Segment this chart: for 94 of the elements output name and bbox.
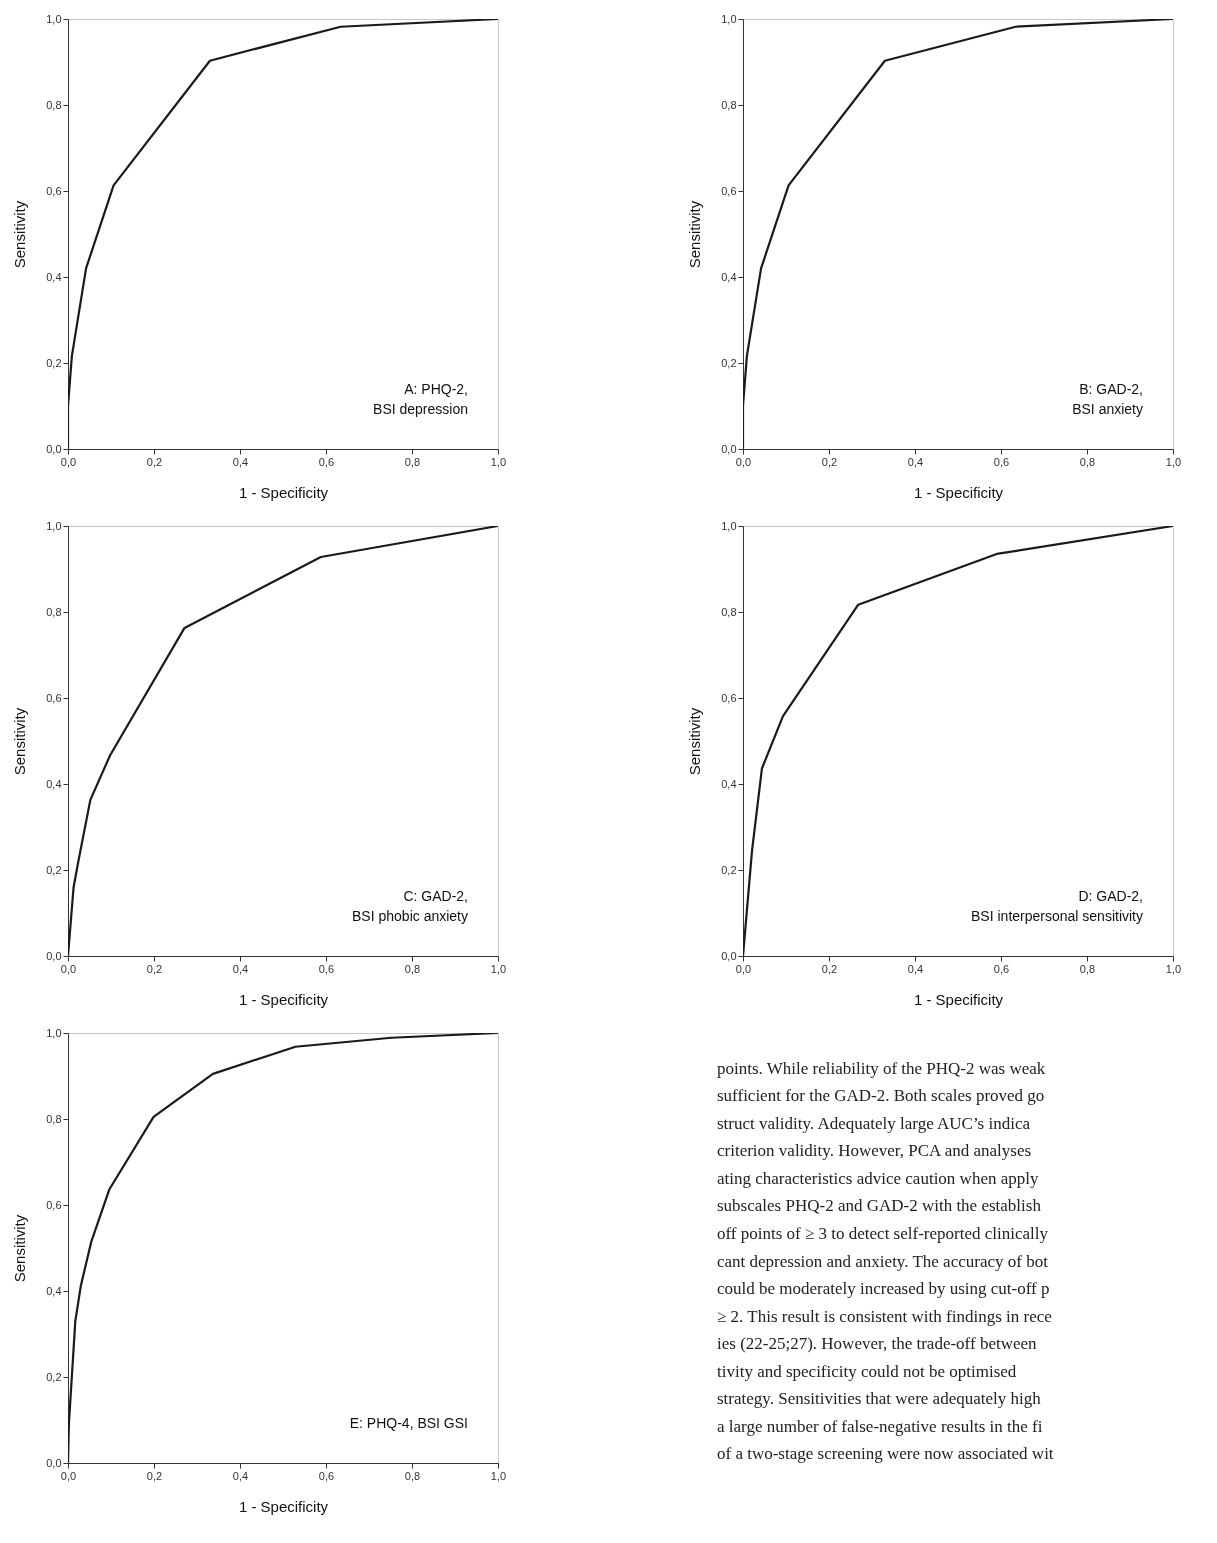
annotation: D: GAD-2, [1078,888,1143,904]
text: off points of ≥ 3 to detect self-reported clinically [717,1223,1049,1243]
y-tick-label: 0,4 [46,1284,62,1297]
annotation: BSI depression [373,401,468,417]
text: a large number of false-negative results in the fi [717,1416,1043,1436]
x-tick-label: 1,0 [490,962,507,975]
x-tick-label: 0,0 [60,455,77,468]
x-tick-label: 0,0 [60,1469,77,1482]
y-tick-label: 0,0 [46,949,62,962]
annotation: BSI interpersonal sensitivity [971,908,1143,924]
y-tick-label: 0,6 [46,184,62,197]
annotation: BSI anxiety [1072,401,1143,417]
y-tick-label: 0,4 [46,270,62,283]
y-axis-title: Sensitivity [686,200,704,269]
y-axis-title: Sensitivity [11,707,29,776]
y-tick-label: 0,4 [721,777,737,790]
y-axis-title: Sensitivity [11,1214,29,1283]
annotation: E: PHQ-4, BSI GSI [349,1415,468,1431]
x-tick-label: 0,6 [318,455,335,468]
x-tick-label: 1,0 [490,455,507,468]
y-tick-label: 0,2 [721,356,737,369]
x-tick-label: 1,0 [490,1469,507,1482]
text: ≥ 2. This result is consistent with findings in rece [717,1306,1052,1326]
text: ies (22-25;27). However, the trade-off between [717,1334,1038,1354]
text: ating characteristics advice caution when apply [717,1168,1039,1188]
x-tick-label: 0,8 [404,1469,421,1482]
x-tick-label: 0,4 [232,962,249,975]
x-tick-label: 0,4 [232,455,249,468]
text: tivity and specificity could not be optimised [717,1361,1017,1381]
x-axis-title: 1 - Specificity [238,990,329,1008]
x-axis-title: 1 - Specificity [238,483,329,501]
text: subscales PHQ-2 and GAD-2 with the establish [717,1196,1042,1216]
x-tick-label: 0,2 [821,455,838,468]
text: of a two-stage screening were now associated wit [717,1444,1054,1464]
text: points. While reliability of the PHQ-2 was weak [717,1058,1046,1078]
x-tick-label: 0,8 [1079,962,1096,975]
x-tick-label: 0,4 [907,455,924,468]
y-tick-label: 1,0 [46,1026,62,1039]
x-tick-label: 0,0 [60,962,77,975]
y-axis-title: Sensitivity [11,200,29,269]
x-tick-label: 0,6 [993,455,1010,468]
annotation: C: GAD-2, [403,888,468,904]
x-tick-label: 0,0 [735,455,752,468]
x-tick-label: 1,0 [1165,455,1182,468]
y-tick-label: 0,2 [46,356,62,369]
x-axis-title: 1 - Specificity [238,1497,329,1515]
y-tick-label: 1,0 [46,519,62,532]
y-tick-label: 0,8 [46,1112,62,1125]
x-tick-label: 0,2 [146,1469,163,1482]
x-tick-label: 0,6 [993,962,1010,975]
text: struct validity. Adequately large AUC’s indica [717,1113,1031,1133]
text: cant depression and anxiety. The accuracy of bot [717,1251,1049,1271]
y-tick-label: 0,8 [46,98,62,111]
x-tick-label: 0,8 [404,962,421,975]
x-tick-label: 0,2 [146,962,163,975]
y-tick-label: 0,6 [46,691,62,704]
y-tick-label: 0,0 [46,1456,62,1469]
x-axis-title: 1 - Specificity [913,990,1004,1008]
y-tick-label: 0,6 [721,691,737,704]
text: sufficient for the GAD-2. Both scales proved go [717,1086,1045,1106]
y-tick-label: 0,2 [721,863,737,876]
x-tick-label: 0,6 [318,1469,335,1482]
y-axis-title: Sensitivity [686,707,704,776]
annotation: A: PHQ-2, [404,381,468,397]
text: could be moderately increased by using cut-off p [717,1279,1050,1299]
x-tick-label: 0,4 [907,962,924,975]
y-tick-label: 0,2 [46,1370,62,1383]
x-tick-label: 0,4 [232,1469,249,1482]
y-tick-label: 0,2 [46,863,62,876]
y-tick-label: 0,0 [721,949,737,962]
y-tick-label: 0,0 [46,442,62,455]
x-tick-label: 0,8 [404,455,421,468]
y-tick-label: 1,0 [721,12,737,25]
x-tick-label: 0,0 [735,962,752,975]
x-tick-label: 0,2 [821,962,838,975]
text: criterion validity. However, PCA and analyses [717,1141,1032,1161]
y-tick-label: 0,4 [46,777,62,790]
y-tick-label: 0,8 [721,98,737,111]
x-axis-title: 1 - Specificity [913,483,1004,501]
y-tick-label: 1,0 [46,12,62,25]
annotation: B: GAD-2, [1079,381,1143,397]
y-tick-label: 0,8 [721,605,737,618]
x-tick-label: 0,6 [318,962,335,975]
y-tick-label: 0,4 [721,270,737,283]
x-tick-label: 0,8 [1079,455,1096,468]
x-tick-label: 0,2 [146,455,163,468]
x-tick-label: 1,0 [1165,962,1182,975]
text: strategy. Sensitivities that were adequately high [717,1389,1042,1409]
y-tick-label: 0,6 [721,184,737,197]
y-tick-label: 0,6 [46,1198,62,1211]
y-tick-label: 0,8 [46,605,62,618]
y-tick-label: 1,0 [721,519,737,532]
annotation: BSI phobic anxiety [352,908,468,924]
y-tick-label: 0,0 [721,442,737,455]
